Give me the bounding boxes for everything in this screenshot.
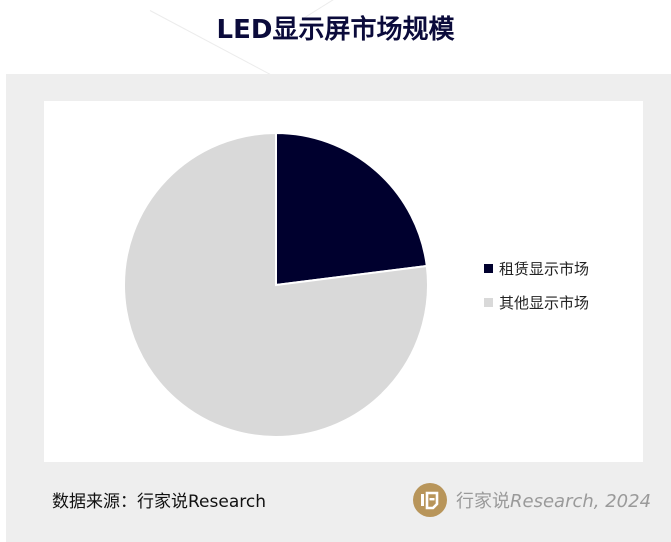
brand-text: 行家说Research, 2024 [456,487,651,513]
legend-item: 租赁显示市场 [484,256,634,280]
plot-area [44,101,643,462]
pie-slice [123,131,429,438]
pie-chart [123,131,429,438]
pie-slice [275,131,428,287]
legend-label: 其他显示市场 [499,293,590,312]
legend: 租赁显示市场 其他显示市场 [484,256,634,324]
brand-name-cn: 行家说 [456,491,510,512]
brand-logo-icon [413,483,447,517]
legend-label: 租赁显示市场 [499,259,590,278]
legend-swatch [484,297,493,307]
source-note: 数据来源：行家说Research [52,492,266,512]
chart-title: LED显示屏市场规模 [216,15,455,45]
legend-item: 其他显示市场 [484,290,634,314]
brand: 行家说Research, 2024 [413,482,651,518]
legend-swatch [484,263,493,273]
brand-name-en: Research, 2024 [510,491,652,512]
